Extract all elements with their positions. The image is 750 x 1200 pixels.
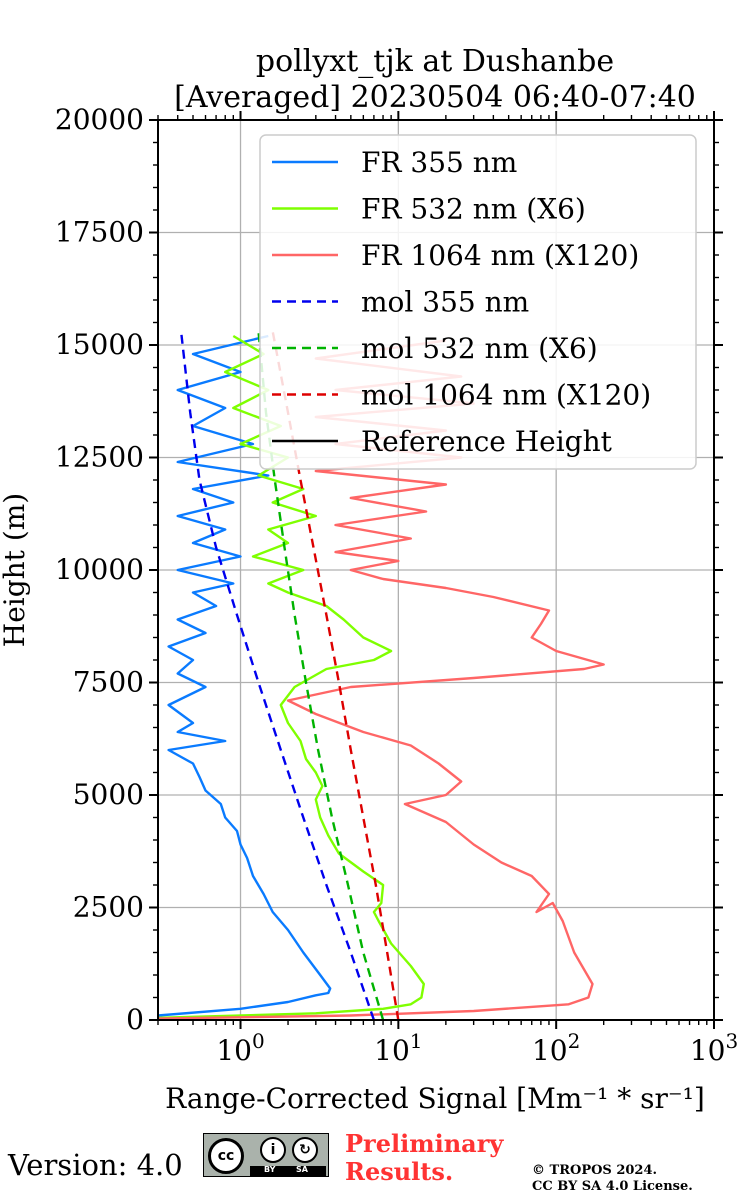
by-person-icon: i [260,1137,286,1163]
legend-label-5: mol 1064 nm (X120) [361,379,651,412]
y-tick-label: 5000 [73,778,144,811]
x-tick-label: 101 [374,1029,422,1067]
chart-title-line1: pollyxt_tjk at Dushanbe [256,44,614,79]
legend-box [259,134,697,470]
legend-label-2: FR 1064 nm (X120) [361,239,639,272]
chart-title-line2: [Averaged] 20230504 06:40-07:40 [174,80,696,115]
cc-label-bar [250,1166,326,1176]
legend-label-4: mol 532 nm (X6) [361,332,598,365]
y-tick-label: 2500 [73,891,144,924]
copyright-line2: CC BY SA 4.0 License. [532,1179,693,1194]
y-tick-label: 20000 [55,103,144,136]
series-line-3 [179,331,376,1021]
x-tick-label: 103 [690,1029,738,1067]
legend-label-6: Reference Height [361,425,613,458]
y-tick-label: 17500 [55,216,144,249]
x-tick-label: 102 [532,1029,580,1067]
y-tick-label: 10000 [55,553,144,586]
y-tick-label: 0 [126,1003,144,1036]
version-label: Version: 4.0 [8,1148,183,1182]
prelim-line2: Results. [345,1157,454,1186]
copyright-note: © TROPOS 2024. CC BY SA 4.0 License. [532,1163,693,1195]
legend-label-3: mol 355 nm [361,286,529,319]
copyright-line1: © TROPOS 2024. [532,1163,658,1178]
cc-sa-text: SA [296,1165,308,1174]
x-tick-labels: 100 101 102 103 [216,1029,738,1067]
share-alike-icon: ↻ [292,1137,318,1163]
series-line-1 [157,334,425,1019]
y-tick-label: 15000 [55,328,144,361]
legend-label-1: FR 532 nm (X6) [361,193,586,226]
cc-icon: cc [208,1138,244,1174]
preliminary-results-note: Preliminary Results. [345,1130,503,1186]
y-axis-label: Height (m) [0,493,31,647]
cc-license-badge: cc i ↻ BY SA [203,1133,329,1177]
legend-label-0: FR 355 nm [361,146,517,179]
x-axis-label: Range-Corrected Signal [Mm⁻¹ * sr⁻¹] [165,1082,705,1115]
y-tick-labels: 0 2500 5000 7500 10000 12500 15000 17500 20000 [55,103,144,1036]
cc-by-text: BY [264,1165,276,1174]
y-tick-label: 7500 [73,666,144,699]
axis-ticks [149,111,723,1029]
legend: FR 355 nm FR 532 nm (X6) FR 1064 nm (X120)… [259,134,697,470]
series-line-0 [157,334,332,1017]
x-tick-label: 100 [216,1029,264,1067]
y-tick-label: 12500 [55,441,144,474]
prelim-line1: Preliminary [345,1129,504,1158]
